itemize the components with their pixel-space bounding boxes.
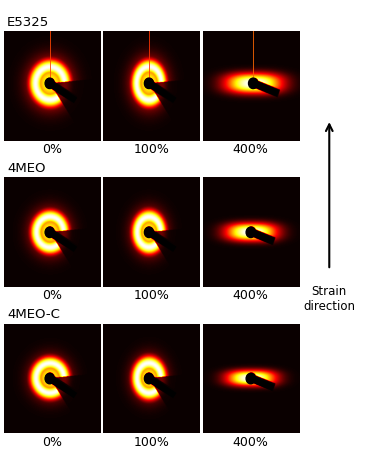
Text: 400%: 400% bbox=[233, 289, 269, 303]
Text: 100%: 100% bbox=[133, 143, 169, 156]
Circle shape bbox=[45, 373, 54, 384]
Text: 0%: 0% bbox=[42, 289, 62, 303]
Text: 100%: 100% bbox=[133, 436, 169, 449]
Circle shape bbox=[144, 78, 154, 89]
Text: 100%: 100% bbox=[133, 289, 169, 303]
Text: 400%: 400% bbox=[233, 143, 269, 156]
Text: 4MEO-C: 4MEO-C bbox=[7, 308, 60, 321]
Circle shape bbox=[144, 373, 154, 384]
Circle shape bbox=[246, 373, 255, 384]
Text: 0%: 0% bbox=[42, 436, 62, 449]
Text: E5325: E5325 bbox=[7, 16, 49, 29]
Text: 4MEO: 4MEO bbox=[7, 162, 45, 175]
Circle shape bbox=[45, 78, 54, 89]
Circle shape bbox=[246, 227, 255, 238]
Text: 0%: 0% bbox=[42, 143, 62, 156]
Circle shape bbox=[249, 78, 258, 89]
Text: Strain
direction: Strain direction bbox=[303, 285, 355, 313]
Circle shape bbox=[144, 227, 154, 238]
Text: 400%: 400% bbox=[233, 436, 269, 449]
Circle shape bbox=[45, 227, 54, 238]
